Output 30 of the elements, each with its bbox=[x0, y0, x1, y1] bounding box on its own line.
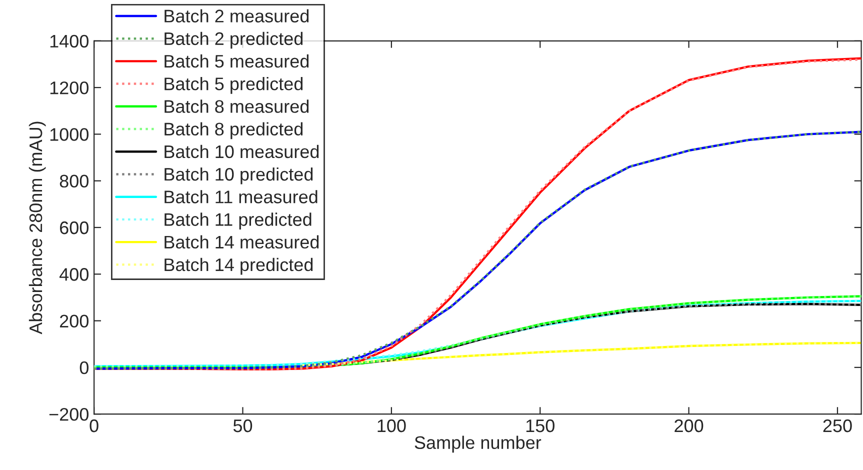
y-tick-label: 1000 bbox=[50, 128, 89, 141]
y-tick-label: 0 bbox=[80, 361, 88, 374]
y-tick-label: 1200 bbox=[50, 81, 89, 94]
legend-label: Batch 10 predicted bbox=[164, 167, 313, 184]
y-tick-label: 600 bbox=[60, 221, 89, 234]
y-tick-label: 400 bbox=[60, 268, 89, 281]
x-axis-title: Sample number bbox=[414, 436, 542, 453]
y-tick-label: −200 bbox=[49, 408, 88, 421]
x-tick-label: 100 bbox=[378, 419, 406, 432]
y-tick-label: 1400 bbox=[50, 34, 89, 48]
legend-label: Batch 8 predicted bbox=[164, 122, 303, 140]
x-tick-label: 250 bbox=[823, 419, 852, 432]
x-tick-label: 150 bbox=[526, 419, 554, 432]
x-tick-label: 50 bbox=[233, 419, 252, 432]
legend-label: Batch 14 measured bbox=[164, 235, 319, 249]
legend-label: Batch 10 measured bbox=[164, 144, 319, 158]
legend-label: Batch 11 predicted bbox=[164, 212, 312, 230]
y-axis-title: Absorbance 280nm (mAU) bbox=[28, 122, 46, 334]
x-tick-label: 200 bbox=[674, 419, 704, 432]
legend-label: Batch 14 predicted bbox=[164, 258, 313, 275]
legend-label: Batch 11 measured bbox=[164, 190, 318, 204]
legend-label: Batch 2 predicted bbox=[164, 32, 303, 49]
legend-label: Batch 8 measured bbox=[164, 100, 309, 113]
line-series bbox=[301, 342, 862, 366]
y-tick-label: 200 bbox=[60, 314, 89, 328]
y-tick-label: 800 bbox=[60, 174, 89, 188]
x-tick-label: 0 bbox=[90, 419, 98, 432]
legend-label: Batch 2 measured bbox=[164, 9, 309, 22]
legend-label: Batch 5 predicted bbox=[164, 77, 303, 94]
legend-label: Batch 5 measured bbox=[164, 54, 309, 68]
